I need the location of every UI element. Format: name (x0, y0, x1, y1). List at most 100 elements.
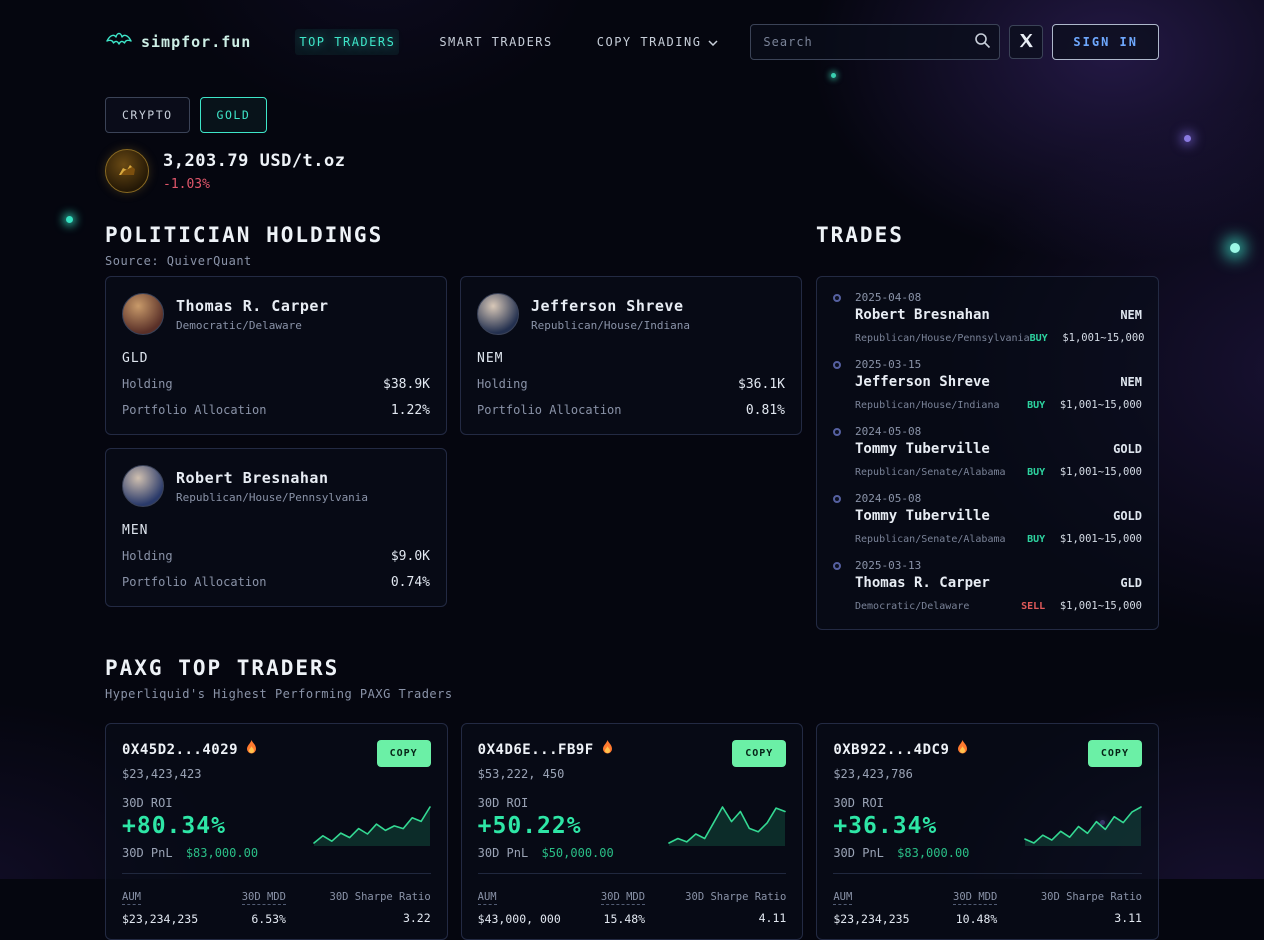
search-input[interactable] (751, 35, 966, 49)
trade-action-amount: BUY $1,001~15,000 (1027, 393, 1142, 412)
trader-card[interactable]: 0XB922...4DC9 $23,423,786 COPY 30D (816, 723, 1159, 940)
pnl-label: 30D PnL (122, 846, 173, 860)
trade-politician-party: Republican/House/Indiana (855, 400, 1000, 411)
trader-card[interactable]: 0X4D6E...FB9F $53,222, 450 COPY 30D (460, 723, 804, 940)
holdings-header: POLITICIAN HOLDINGS Source: QuiverQuant (105, 223, 802, 276)
holding-row: Holding $9.0K (122, 549, 430, 564)
trader-balance: $53,222, 450 (477, 767, 565, 781)
copy-trader-button[interactable]: COPY (376, 740, 431, 767)
roi-value: +50.22% (477, 813, 582, 839)
politician-avatar (122, 465, 164, 507)
filter-crypto[interactable]: CRYPTO (105, 97, 190, 133)
holding-ticker: GLD (122, 351, 149, 366)
aum-label[interactable]: AUM (833, 891, 853, 905)
politician-party: Republican/House/Pennsylvania (176, 490, 369, 504)
holdings-source: Source: QuiverQuant (105, 254, 252, 268)
flame-icon (956, 740, 969, 759)
trade-date: 2025-04-08 (855, 291, 922, 304)
aum-label[interactable]: AUM (477, 891, 497, 905)
copy-trader-button[interactable]: COPY (1087, 740, 1142, 767)
sharpe-label: 30D Sharpe Ratio (1040, 891, 1142, 903)
nav-top-traders[interactable]: TOP TRADERS (295, 29, 400, 55)
aum-label[interactable]: AUM (122, 891, 141, 905)
gold-coin-icon (105, 149, 149, 193)
allocation-label: Portfolio Allocation (122, 575, 267, 589)
politician-identity: Robert Bresnahan Republican/House/Pennsy… (122, 465, 430, 507)
trader-card-top: 0X4D6E...FB9F $53,222, 450 COPY (478, 740, 787, 781)
sharpe-stat: 30D Sharpe Ratio 3.11 (1041, 885, 1142, 926)
politician-avatar (477, 293, 519, 335)
trade-name-row: Tommy Tuberville GOLD (855, 508, 1142, 524)
sharpe-value: 3.11 (1114, 911, 1142, 925)
trader-stats-row: AUM $43,000, 000 30D MDD 15.48% 30D Shar… (477, 873, 787, 926)
pnl-row: 30D PnL $83,000.00 (122, 846, 431, 860)
trader-address: 0X4D6E...FB9F (477, 741, 594, 758)
mdd-label[interactable]: 30D MDD (953, 891, 998, 905)
flame-icon (245, 740, 258, 759)
trade-action-amount: BUY $1,001~15,000 (1030, 326, 1145, 345)
x-social-button[interactable] (1009, 25, 1044, 59)
trade-action: BUY (1027, 467, 1046, 478)
sharpe-label: 30D Sharpe Ratio (329, 891, 431, 903)
trader-balance: $23,423,423 (122, 767, 202, 781)
pnl-label: 30D PnL (833, 846, 884, 860)
nav-copy-trading[interactable]: COPY TRADING (593, 29, 723, 55)
roi-label: 30D ROI (477, 796, 529, 810)
trade-action: BUY (1027, 534, 1046, 545)
politician-party: Republican/House/Indiana (531, 318, 690, 332)
trade-date: 2024-05-08 (855, 425, 922, 438)
allocation-label: Portfolio Allocation (477, 403, 622, 417)
timeline-dot-icon (833, 562, 841, 570)
filter-gold[interactable]: GOLD (199, 97, 268, 133)
trade-politician-name: Jefferson Shreve (855, 374, 990, 390)
mdd-value: 6.53% (251, 912, 286, 926)
search-button[interactable] (965, 25, 999, 59)
holding-value: $9.0K (390, 549, 430, 564)
aum-stat: AUM $23,234,235 (833, 885, 910, 926)
pnl-sparkline (1024, 806, 1142, 846)
trade-amount: $1,001~15,000 (1059, 533, 1142, 545)
trader-stats-row: AUM $23,234,235 30D MDD 10.48% 30D Sharp… (833, 873, 1142, 926)
holding-row: Holding $38.9K (122, 377, 430, 392)
pnl-row: 30D PnL $50,000.00 (478, 846, 787, 860)
mdd-label[interactable]: 30D MDD (600, 891, 646, 905)
paxg-subtitle: Hyperliquid's Highest Performing PAXG Tr… (105, 687, 453, 701)
pnl-value: $83,000.00 (897, 846, 970, 860)
header: simpfor.fun TOP TRADERS SMART TRADERS CO… (0, 0, 1264, 60)
trader-card[interactable]: 0X45D2...4029 $23,423,423 COPY 30D (105, 723, 448, 940)
trade-politician-name: Thomas R. Carper (855, 575, 990, 591)
aum-stat: AUM $23,234,235 (122, 885, 198, 926)
trade-action: SELL (1021, 601, 1046, 612)
sign-in-button[interactable]: SIGN IN (1052, 24, 1159, 60)
politician-holding-card: Robert Bresnahan Republican/House/Pennsy… (105, 448, 447, 607)
trade-date: 2024-05-08 (855, 492, 922, 505)
politician-avatar (122, 293, 164, 335)
trades-panel: 2025-04-08 Robert Bresnahan NEM Republic… (816, 276, 1159, 630)
trade-item: 2025-03-13 Thomas R. Carper GLD Democrat… (833, 559, 1142, 613)
allocation-label: Portfolio Allocation (122, 403, 267, 417)
mdd-label[interactable]: 30D MDD (241, 891, 286, 905)
bat-logo-icon (105, 30, 133, 54)
politician-name: Robert Bresnahan (176, 468, 329, 487)
brand-logo[interactable]: simpfor.fun (105, 30, 251, 54)
paxg-traders-grid: 0X45D2...4029 $23,423,423 COPY 30D (105, 723, 1159, 940)
trade-politician-party: Democratic/Delaware (855, 601, 970, 612)
allocation-value: 0.74% (390, 575, 430, 590)
gold-price-value: 3,203.79 USD/t.oz (163, 150, 346, 171)
trader-card-top: 0X45D2...4029 $23,423,423 COPY (122, 740, 431, 781)
trade-politician-party: Republican/House/Pennsylvania (855, 333, 1030, 344)
pnl-row: 30D PnL $83,000.00 (833, 846, 1142, 860)
gold-price-row: 3,203.79 USD/t.oz -1.03% (0, 149, 1264, 193)
trade-amount: $1,001~15,000 (1059, 399, 1142, 411)
nav-smart-traders[interactable]: SMART TRADERS (439, 35, 553, 49)
holding-label: Holding (122, 549, 173, 563)
trade-ticker: GOLD (1113, 442, 1142, 456)
politician-identity: Jefferson Shreve Republican/House/Indian… (477, 293, 785, 335)
trade-name-row: Robert Bresnahan NEM (855, 307, 1142, 323)
trade-detail-row: Democratic/Delaware SELL $1,001~15,000 (855, 594, 1142, 613)
main-content: POLITICIAN HOLDINGS Source: QuiverQuant … (0, 223, 1264, 630)
pnl-value: $50,000.00 (541, 846, 614, 860)
politician-name: Jefferson Shreve (531, 296, 684, 315)
trades-header: TRADES (816, 223, 1159, 276)
copy-trader-button[interactable]: COPY (732, 740, 787, 767)
